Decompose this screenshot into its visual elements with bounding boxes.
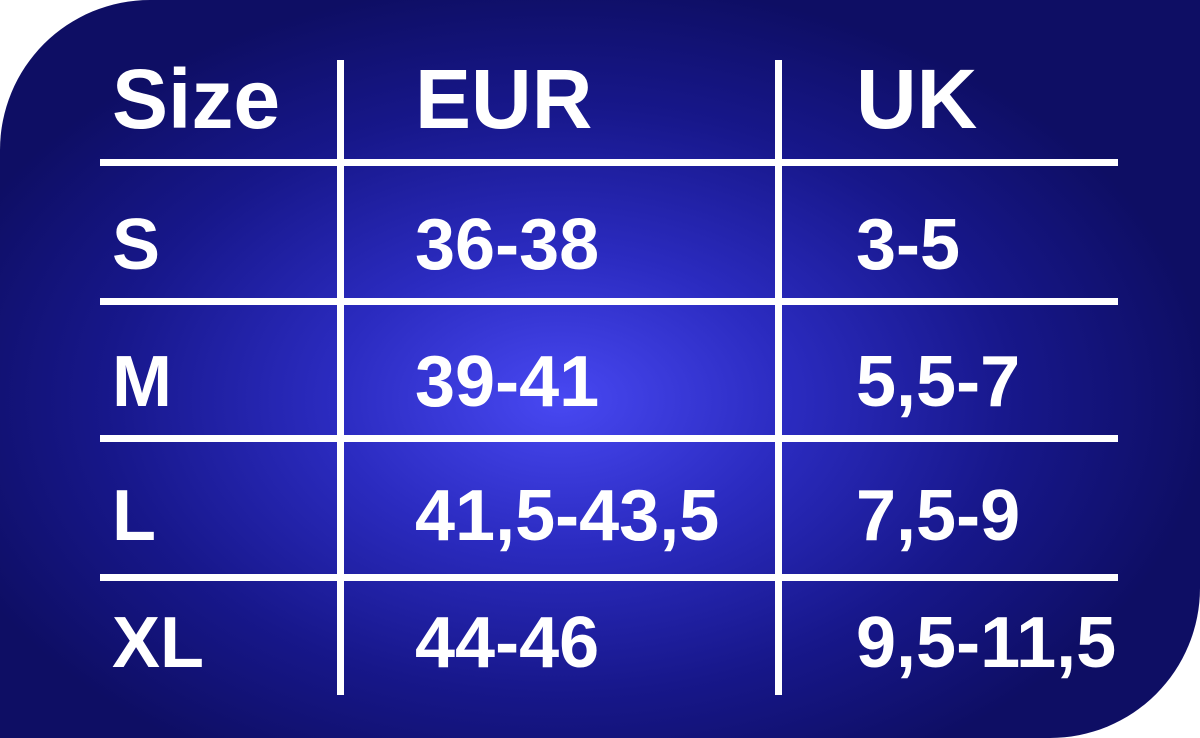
row-divider xyxy=(100,435,1118,442)
cell-size: M xyxy=(112,342,172,422)
cell-uk: 3-5 xyxy=(856,205,961,285)
cell-uk: 7,5-9 xyxy=(856,476,1021,556)
cell-eur: 41,5-43,5 xyxy=(415,476,720,556)
cell-uk: 5,5-7 xyxy=(856,342,1021,422)
cell-uk: 9,5-11,5 xyxy=(856,603,1117,683)
header-uk: UK xyxy=(856,52,978,146)
cell-eur: 36-38 xyxy=(415,205,600,285)
row-divider xyxy=(100,159,1118,166)
cell-eur: 44-46 xyxy=(415,603,600,683)
cell-size: L xyxy=(112,476,156,556)
column-divider xyxy=(337,60,344,695)
row-divider xyxy=(100,574,1118,581)
cell-eur: 39-41 xyxy=(415,342,600,422)
header-eur: EUR xyxy=(415,52,593,146)
cell-size: XL xyxy=(112,603,205,683)
cell-size: S xyxy=(112,205,161,285)
header-size: Size xyxy=(112,52,281,146)
row-divider xyxy=(100,298,1118,305)
column-divider xyxy=(775,60,782,695)
